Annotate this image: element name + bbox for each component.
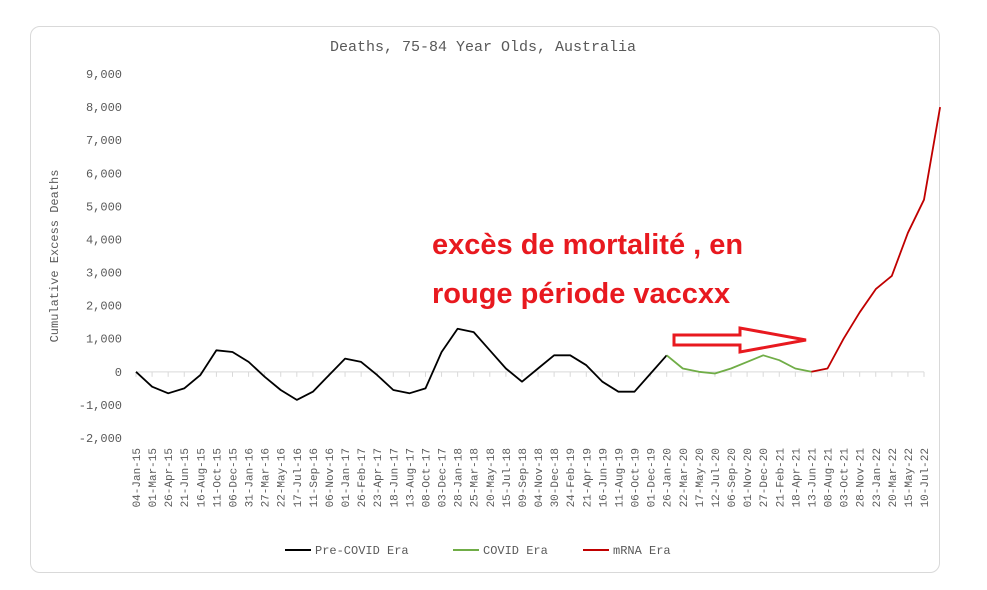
x-tick-label: 27-Mar-16: [261, 448, 273, 507]
chart-card: [30, 26, 940, 573]
x-tick-label: 03-Dec-17: [438, 448, 450, 507]
x-tick-label: 13-Aug-17: [405, 448, 417, 507]
x-tick-label: 15-Jul-18: [502, 448, 514, 507]
chart-title: Deaths, 75-84 Year Olds, Australia: [330, 39, 636, 56]
x-tick-label: 30-Dec-18: [550, 448, 562, 507]
x-tick-label: 01-Dec-19: [647, 448, 659, 507]
annotation-line-1: excès de mortalité , en: [432, 229, 743, 261]
x-tick-label: 04-Jan-15: [132, 448, 144, 507]
series-line-pre-covid-era: [135, 327, 668, 401]
y-tick-label: -1,000: [79, 399, 122, 413]
x-tick-label: 09-Sep-18: [518, 448, 530, 507]
x-tick-label: 06-Nov-16: [325, 448, 337, 507]
y-tick-label: -2,000: [79, 432, 122, 446]
legend-label: mRNA Era: [613, 544, 671, 558]
x-tick-label: 10-Jul-22: [920, 448, 932, 507]
y-tick-label: 8,000: [86, 101, 122, 115]
x-tick-label: 24-Feb-19: [566, 448, 578, 507]
series-lines: [135, 106, 941, 401]
y-tick-label: 6,000: [86, 167, 122, 181]
y-tick-label: 2,000: [86, 300, 122, 314]
legend: Pre-COVID Era COVID Era mRNA Era: [285, 544, 671, 558]
x-tick-label: 21-Feb-21: [775, 448, 787, 508]
x-tick-label: 13-Jun-21: [807, 448, 819, 508]
x-tick-labels: 04-Jan-15 01-Mar-15 26-Apr-15 21-Jun-15 16-A…: [132, 448, 932, 508]
series-line-mrna-era: [811, 106, 941, 373]
x-tick-label: 22-May-16: [277, 448, 289, 507]
x-tick-label: 08-Oct-17: [421, 448, 433, 507]
x-tick-label: 23-Jan-22: [872, 448, 884, 507]
x-tick-label: 26-Jan-20: [663, 448, 675, 507]
y-tick-label: 1,000: [86, 333, 122, 347]
x-tick-label: 01-Mar-15: [148, 448, 160, 507]
x-tick-label: 04-Nov-18: [534, 448, 546, 507]
x-tick-label: 06-Dec-15: [228, 448, 240, 507]
x-tick-label: 11-Oct-15: [212, 448, 224, 507]
y-tick-label: 0: [115, 366, 122, 380]
y-tick-label: 7,000: [86, 134, 122, 148]
x-tick-label: 27-Dec-20: [759, 448, 771, 507]
y-tick-label: 4,000: [86, 233, 122, 247]
x-tick-label: 06-Sep-20: [727, 448, 739, 507]
x-tick-label: 21-Apr-19: [582, 448, 594, 507]
y-tick-label: 5,000: [86, 200, 122, 214]
annotation-line-2: rouge période vaccxx: [432, 278, 730, 310]
x-tick-label: 26-Apr-15: [164, 448, 176, 507]
x-tick-label: 06-Oct-19: [631, 448, 643, 507]
x-tick-label: 01-Nov-20: [743, 448, 755, 507]
x-tick-label: 01-Jan-17: [341, 448, 353, 507]
x-tick-label: 25-Mar-18: [470, 448, 482, 507]
x-tick-label: 17-Jul-16: [293, 448, 305, 507]
x-tick-label: 20-May-18: [486, 448, 498, 507]
x-tick-label: 11-Sep-16: [309, 448, 321, 507]
y-axis-label: Cumulative Excess Deaths: [48, 170, 62, 343]
x-tick-label: 23-Apr-17: [373, 448, 385, 507]
x-tick-label: 28-Nov-21: [856, 448, 868, 508]
legend-label: COVID Era: [483, 544, 548, 558]
x-tick-label: 17-May-20: [695, 448, 707, 507]
x-tick-label: 08-Aug-21: [824, 448, 836, 508]
x-tick-label: 18-Apr-21: [791, 448, 803, 508]
x-tick-label: 31-Jan-16: [245, 448, 257, 507]
x-tick-label: 12-Jul-20: [711, 448, 723, 507]
x-tick-label: 03-Oct-21: [840, 448, 852, 508]
x-tick-label: 15-May-22: [904, 448, 916, 507]
x-tick-label: 11-Aug-19: [614, 448, 626, 507]
x-tick-label: 22-Mar-20: [679, 448, 691, 507]
y-tick-label: 3,000: [86, 267, 122, 281]
x-tick-label: 18-Jun-17: [389, 448, 401, 507]
series-line-covid-era: [666, 354, 812, 375]
y-tick-label: 9,000: [86, 68, 122, 82]
x-tick-label: 21-Jun-15: [180, 448, 192, 507]
x-tick-label: 28-Jan-18: [454, 448, 466, 507]
x-tick-label: 26-Feb-17: [357, 448, 369, 507]
annotation-arrow: [672, 326, 807, 354]
x-tick-label: 16-Aug-15: [196, 448, 208, 507]
x-tick-label: 16-Jun-19: [598, 448, 610, 507]
legend-label: Pre-COVID Era: [315, 544, 409, 558]
x-tick-label: 20-Mar-22: [888, 448, 900, 507]
y-tick-labels: -2,000 -1,000 0 1,000 2,000 3,000 4,000 5,000 6,…: [79, 68, 122, 446]
